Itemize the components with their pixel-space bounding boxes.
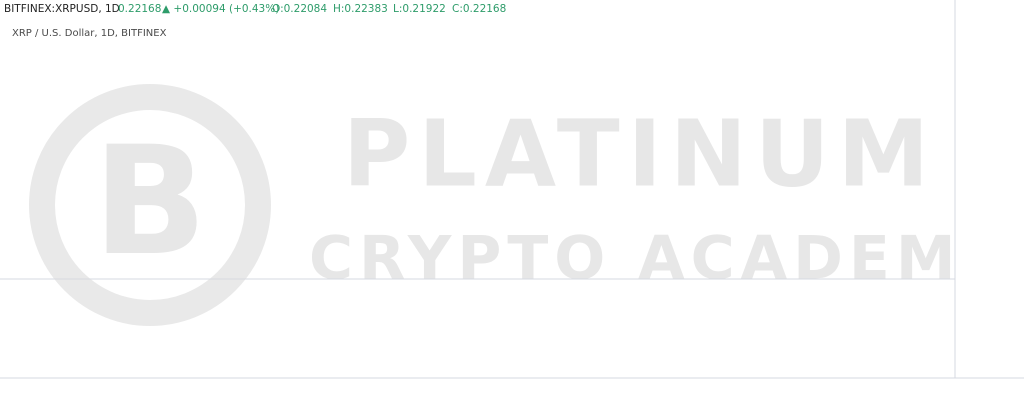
symbol: BITFINEX:XRPUSD, 1D bbox=[4, 3, 120, 15]
watermark-logo: B bbox=[93, 115, 207, 289]
ohlc-low: L:0.21922 bbox=[393, 3, 446, 15]
chart-subtitle: XRP / U.S. Dollar, 1D, BITFINEX bbox=[12, 28, 167, 39]
watermark-ring bbox=[29, 84, 271, 326]
watermark-text: PLATINUM bbox=[343, 100, 937, 207]
watermark-text: CRYPTO ACADEMY bbox=[309, 224, 1011, 294]
ohlc-open: O:0.22084 bbox=[272, 3, 327, 15]
header: BITFINEX:XRPUSD, 1D 0.22168 ▲ +0.00094 (… bbox=[4, 3, 506, 39]
price-change: ▲ +0.00094 (+0.43%) bbox=[162, 3, 279, 15]
price-axis bbox=[955, 0, 1024, 406]
watermark: B PLATINUM CRYPTO ACADEMY bbox=[29, 84, 1011, 326]
ohlc-high: H:0.22383 bbox=[333, 3, 388, 15]
last-price: 0.22168 bbox=[118, 3, 161, 15]
ohlc-close: C:0.22168 bbox=[452, 3, 506, 15]
